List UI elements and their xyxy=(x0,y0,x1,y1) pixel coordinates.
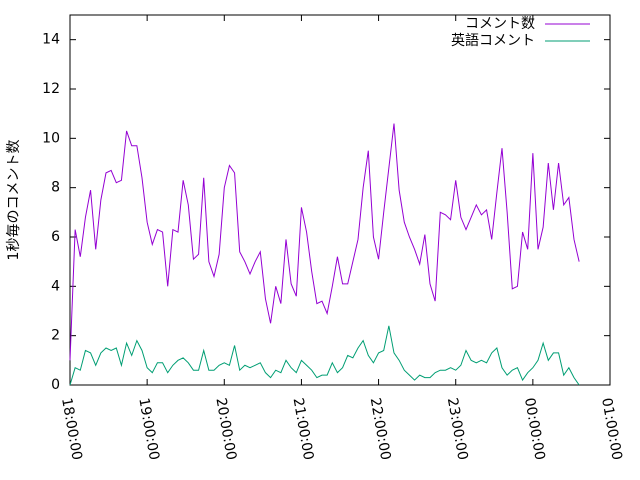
legend-label: 英語コメント xyxy=(451,32,535,49)
y-tick-label: 2 xyxy=(51,328,60,344)
x-tick-label: 19:00:00 xyxy=(135,397,162,462)
x-tick-label: 01:00:00 xyxy=(598,397,625,462)
x-tick-label: 21:00:00 xyxy=(290,397,317,462)
y-tick-label: 4 xyxy=(51,278,60,294)
x-tick-label: 00:00:00 xyxy=(521,397,548,462)
y-tick-label: 0 xyxy=(51,377,60,393)
y-tick-label: 8 xyxy=(51,180,60,196)
x-tick-label: 20:00:00 xyxy=(212,397,239,462)
y-tick-label: 12 xyxy=(42,81,60,97)
y-tick-label: 10 xyxy=(42,130,60,146)
x-tick-label: 23:00:00 xyxy=(444,397,471,462)
x-tick-label: 18:00:00 xyxy=(58,397,85,462)
plot-border xyxy=(69,14,611,386)
x-tick-label: 22:00:00 xyxy=(367,397,394,462)
series-line xyxy=(69,123,580,361)
legend-label: コメント数 xyxy=(465,16,535,32)
series-line xyxy=(69,325,580,386)
y-axis-label: 1秒毎のコメント数 xyxy=(6,140,22,261)
y-tick-label: 6 xyxy=(51,229,60,245)
y-tick-label: 14 xyxy=(42,32,60,48)
